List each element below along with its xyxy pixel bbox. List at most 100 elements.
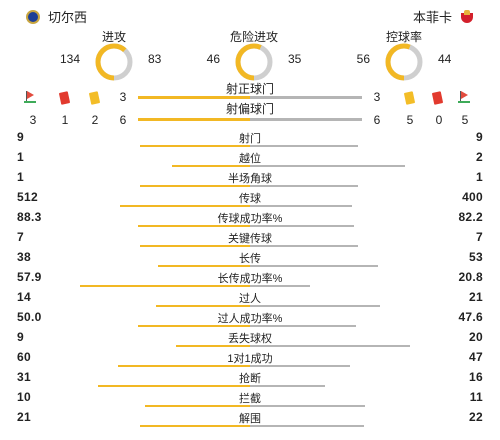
donut-title: 控球率 xyxy=(385,30,422,44)
stat-home-bar xyxy=(140,245,250,247)
stat-row-interceptions: 10 拦截 11 xyxy=(0,390,500,410)
stat-home-bar xyxy=(80,285,250,287)
stat-away-bar xyxy=(250,325,356,327)
stat-away-bar xyxy=(250,245,358,247)
stat-home-value: 1 xyxy=(17,150,24,164)
stat-away-value: 7 xyxy=(476,230,483,244)
donut-chart-icon xyxy=(235,43,273,81)
stat-away-bar xyxy=(250,225,354,227)
stat-row-dribbles: 14 过人 21 xyxy=(0,290,500,310)
home-corners-count: 3 xyxy=(29,113,37,127)
home-red-cards-count: 1 xyxy=(61,113,69,127)
shots-on-away-value: 3 xyxy=(373,90,381,104)
home-team[interactable]: 切尔西 xyxy=(26,7,87,26)
stat-home-value: 512 xyxy=(17,190,38,204)
stat-label: 长传 xyxy=(239,253,261,265)
shots-on-target-row: 射正球门 xyxy=(0,80,500,100)
stat-home-value: 10 xyxy=(17,390,31,404)
donut-home-value: 46 xyxy=(206,52,220,66)
stat-home-bar xyxy=(156,305,250,307)
match-header: 切尔西 本菲卡 xyxy=(0,0,500,30)
stat-row-duels-won: 60 1对1成功 47 xyxy=(0,350,500,370)
home-team-name: 切尔西 xyxy=(48,10,88,25)
corner-flag-icon xyxy=(458,91,470,103)
stat-home-value: 38 xyxy=(17,250,31,264)
stat-label: 长传成功率% xyxy=(217,273,283,285)
benfica-badge-icon xyxy=(460,9,474,24)
stat-away-value: 47.6 xyxy=(458,310,483,324)
stat-row-key-passes: 7 关键传球 7 xyxy=(0,230,500,250)
stat-home-value: 31 xyxy=(17,370,31,384)
stat-home-value: 50.0 xyxy=(17,310,42,324)
stat-away-bar xyxy=(250,425,364,427)
donut-away-value: 83 xyxy=(148,52,162,66)
stat-away-bar xyxy=(250,205,352,207)
stat-home-value: 88.3 xyxy=(17,210,42,224)
away-corners-count: 5 xyxy=(461,113,469,127)
stat-away-value: 22 xyxy=(469,410,483,424)
away-team[interactable]: 本菲卡 xyxy=(413,7,474,26)
donut-chart-icon xyxy=(385,43,423,81)
shots-off-home-bar xyxy=(138,118,250,121)
shots-on-home-bar xyxy=(138,96,250,99)
away-team-name: 本菲卡 xyxy=(412,10,452,25)
stat-away-bar xyxy=(250,365,350,367)
stat-home-value: 21 xyxy=(17,410,31,424)
stat-label: 抢断 xyxy=(239,373,261,385)
donut-possession: 控球率 56 44 xyxy=(334,28,474,81)
donut-away-value: 44 xyxy=(438,52,452,66)
stat-label: 过人 xyxy=(239,293,261,305)
stat-home-value: 9 xyxy=(17,330,24,344)
shots-off-away-bar xyxy=(250,118,362,121)
stat-home-value: 9 xyxy=(17,130,24,144)
stat-label: 传球 xyxy=(239,193,261,205)
stat-away-value: 53 xyxy=(469,250,483,264)
stat-away-value: 82.2 xyxy=(458,210,483,224)
stat-away-value: 1 xyxy=(476,170,483,184)
stat-home-bar xyxy=(145,405,250,407)
stat-home-bar xyxy=(118,365,250,367)
stat-away-bar xyxy=(250,405,365,407)
stat-label: 过人成功率% xyxy=(217,313,283,325)
stat-home-bar xyxy=(138,225,250,227)
away-red-cards-count: 0 xyxy=(435,113,443,127)
shots-off-title: 射偏球门 xyxy=(225,102,274,116)
away-yellow-cards-count: 5 xyxy=(406,113,414,127)
stat-home-bar xyxy=(98,385,250,387)
stat-away-value: 2 xyxy=(476,150,483,164)
stat-home-bar xyxy=(138,325,250,327)
stat-row-clearances: 21 解围 22 xyxy=(0,410,500,430)
stat-away-bar xyxy=(250,305,380,307)
donut-home-value: 134 xyxy=(59,52,80,66)
stat-home-value: 57.9 xyxy=(17,270,42,284)
stat-row-passes: 512 传球 400 xyxy=(0,190,500,210)
donut-chart-icon xyxy=(95,43,133,81)
donut-title: 进攻 xyxy=(101,30,126,44)
stat-row-pass-accuracy: 88.3 传球成功率% 82.2 xyxy=(0,210,500,230)
corner-flag-icon xyxy=(24,91,36,103)
stat-away-value: 47 xyxy=(469,350,483,364)
shots-off-home-value: 6 xyxy=(119,113,127,127)
stat-home-bar xyxy=(140,425,250,427)
stat-home-bar xyxy=(140,145,250,147)
stat-away-value: 16 xyxy=(469,370,483,384)
stat-label: 射门 xyxy=(239,133,261,145)
shots-off-target-row: 射偏球门 xyxy=(0,100,500,120)
stat-row-long-ball-accuracy: 57.9 长传成功率% 20.8 xyxy=(0,270,500,290)
shots-on-home-value: 3 xyxy=(119,90,127,104)
stat-away-value: 9 xyxy=(476,130,483,144)
shots-on-away-bar xyxy=(250,96,362,99)
stat-home-value: 1 xyxy=(17,170,24,184)
donut-dangerous-attacks: 危险进攻 46 35 xyxy=(184,28,324,81)
stat-away-value: 20 xyxy=(469,330,483,344)
stat-away-value: 400 xyxy=(462,190,483,204)
donut-title: 危险进攻 xyxy=(229,30,278,44)
stat-row-offsides: 1 越位 2 xyxy=(0,150,500,170)
summary-donuts: 进攻 134 83 危险进攻 46 35 控球率 56 44 xyxy=(0,28,500,81)
stat-label: 关键传球 xyxy=(228,233,272,245)
stat-away-bar xyxy=(250,345,410,347)
stat-home-value: 14 xyxy=(17,290,31,304)
stat-home-bar xyxy=(158,265,250,267)
shots-on-title: 射正球门 xyxy=(225,82,274,96)
stat-row-tackles: 31 抢断 16 xyxy=(0,370,500,390)
